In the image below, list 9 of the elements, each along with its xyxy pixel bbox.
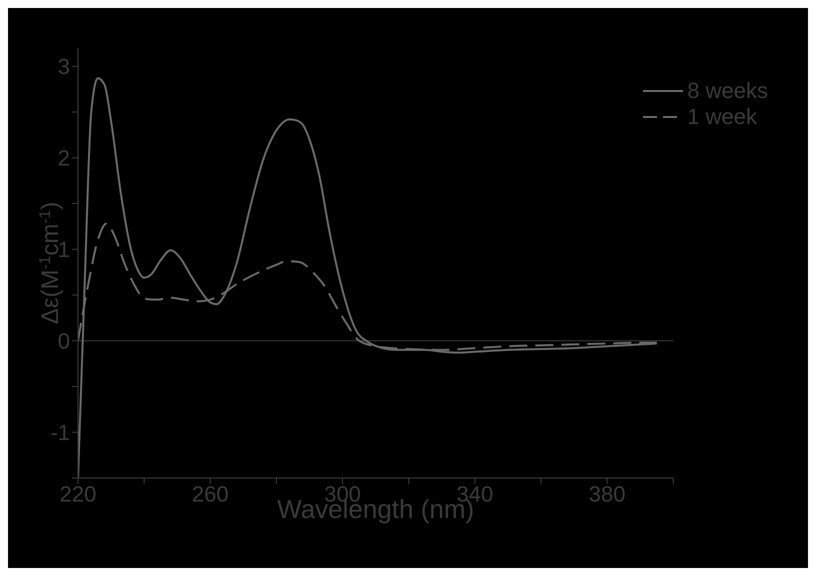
legend-label: 1 week <box>687 104 757 130</box>
y-tick-label: 0 <box>58 328 70 354</box>
legend-label: 8 weeks <box>687 78 768 104</box>
x-tick-label: 220 <box>60 482 96 507</box>
y-tick-label: -1 <box>50 420 70 446</box>
y-tick-label: 2 <box>58 146 70 171</box>
y-tick-label: 3 <box>58 54 70 80</box>
x-tick-label: 380 <box>588 482 626 507</box>
x-tick-label: 260 <box>192 482 229 507</box>
